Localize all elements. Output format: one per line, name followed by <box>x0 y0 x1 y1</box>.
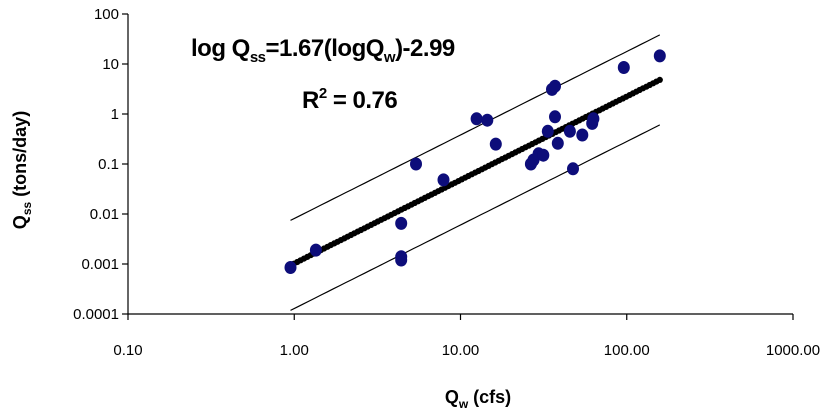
data-point <box>481 113 494 127</box>
regression-line <box>287 76 663 269</box>
y-axis-title: Qss (tons/day) <box>10 111 34 229</box>
y-tick-label: 1 <box>111 106 119 123</box>
data-point <box>551 136 564 150</box>
data-point <box>567 162 579 176</box>
data-point <box>395 216 408 230</box>
x-tick-label: 1000.00 <box>766 342 820 359</box>
equation-annotation: log Qss=1.67(logQw)-2.99 <box>191 35 455 66</box>
y-tick-label: 0.1 <box>98 156 119 173</box>
data-point <box>537 148 550 162</box>
y-tick-label: 0.01 <box>90 206 119 223</box>
data-point <box>437 173 450 187</box>
x-axis-title: Qw (cfs) <box>445 387 511 411</box>
data-point <box>309 243 322 257</box>
confidence-band <box>290 34 661 311</box>
x-tick-label: 1.00 <box>280 342 309 359</box>
data-point <box>284 261 297 274</box>
y-tick-label: 0.0001 <box>73 306 119 323</box>
y-tick-label: 10 <box>102 56 119 73</box>
regression-dot <box>656 76 663 83</box>
data-point <box>549 79 561 93</box>
x-tick-label: 100.00 <box>604 342 650 359</box>
data-point <box>541 124 554 138</box>
y-tick-label: 0.001 <box>81 256 119 273</box>
x-tick-label: 0.10 <box>113 342 142 359</box>
data-point <box>563 124 576 138</box>
upper-confidence-line <box>290 34 661 221</box>
axes: 0.0001 0.001 0.01 0.1 1 10 100 0.10 1.00 10.00 100… <box>73 6 820 359</box>
data-point <box>549 110 561 124</box>
data-point <box>587 112 600 126</box>
data-point <box>653 49 666 63</box>
r-squared-annotation: R2 = 0.76 <box>302 85 397 114</box>
x-tick-label: 10.00 <box>442 342 480 359</box>
data-point <box>470 112 483 126</box>
data-point <box>395 250 408 264</box>
data-point <box>617 61 630 74</box>
data-point <box>410 157 422 171</box>
data-point <box>489 137 502 151</box>
y-tick-label: 100 <box>94 6 119 23</box>
data-point <box>576 128 589 142</box>
lower-confidence-line <box>290 124 661 311</box>
data-points <box>284 49 666 274</box>
